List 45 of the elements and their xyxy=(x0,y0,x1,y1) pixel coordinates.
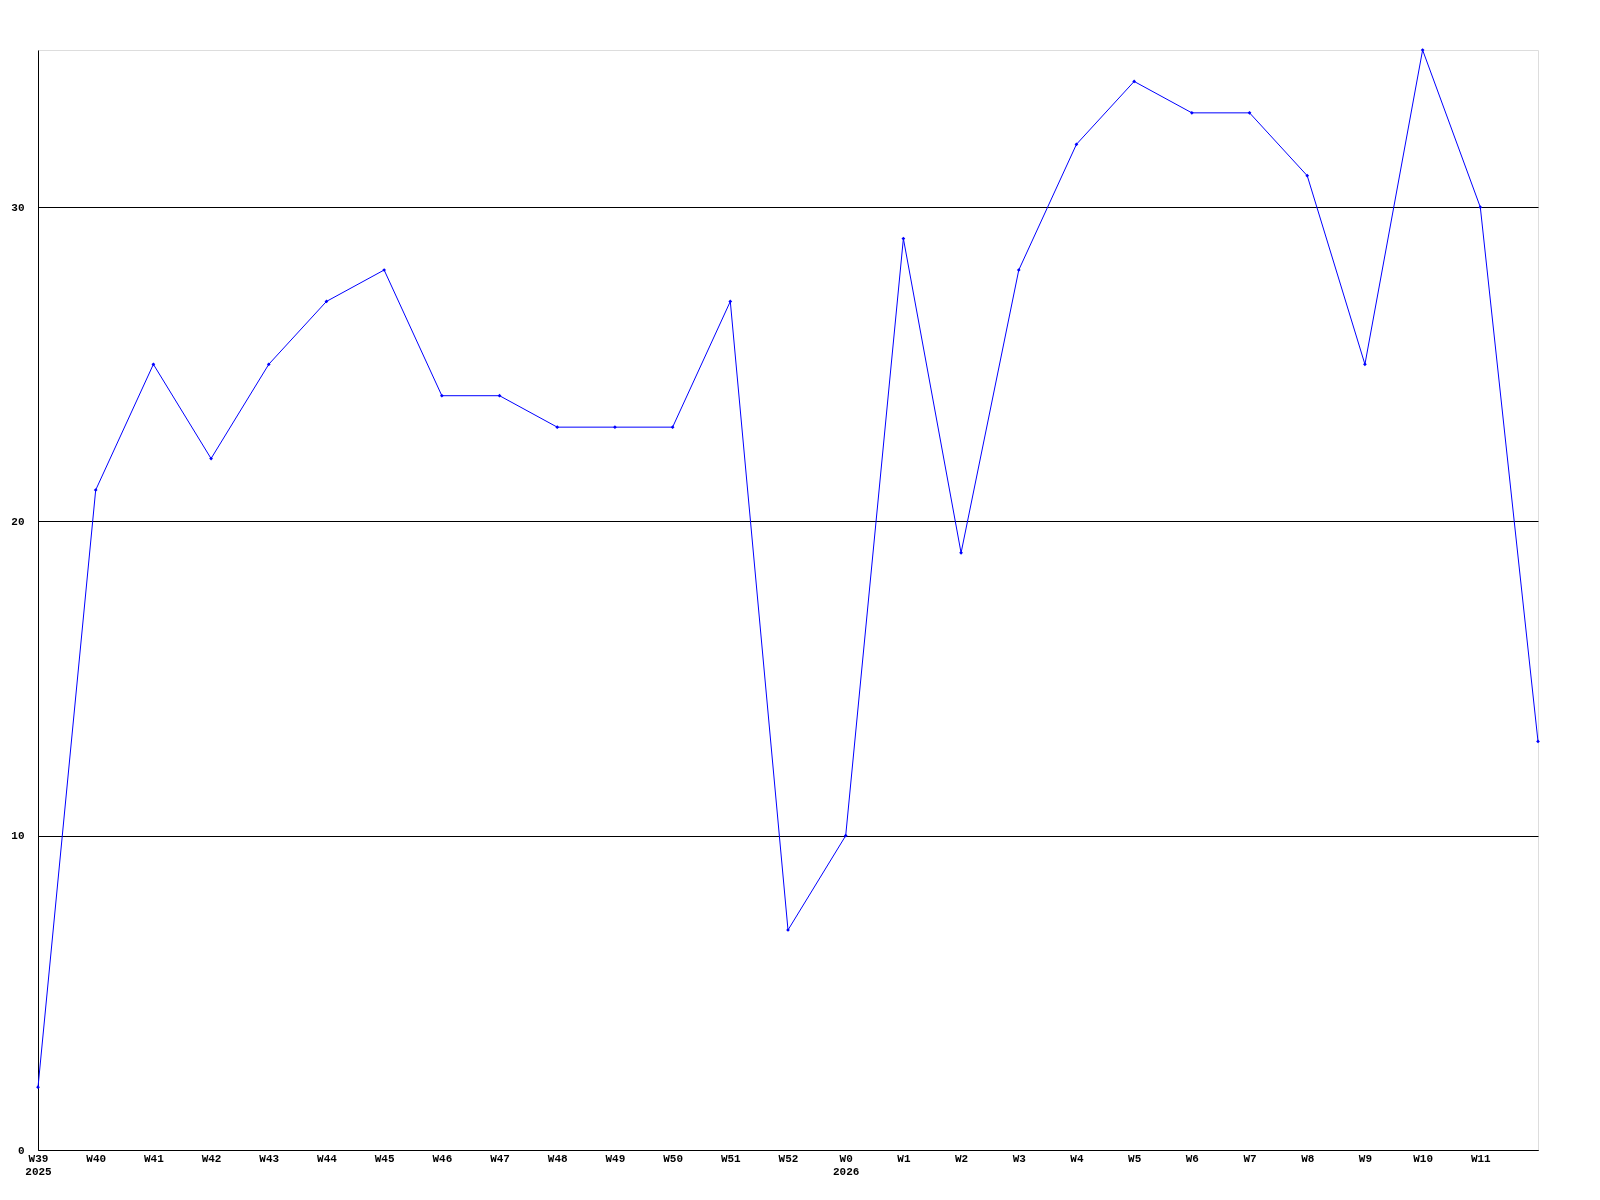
point xyxy=(1478,205,1483,210)
y-tick-label: 10 xyxy=(11,830,25,843)
x-tick-label: W44 xyxy=(317,1152,338,1165)
point xyxy=(439,393,444,398)
x-tick-label: W2 xyxy=(954,1152,969,1165)
y-tick-label: 0 xyxy=(17,1144,25,1157)
x-tick-label: W9 xyxy=(1358,1152,1373,1165)
x-tick-label: W39 2025 xyxy=(25,1152,53,1178)
x-tick-label: W4 xyxy=(1070,1152,1084,1165)
x-tick-label: W1 xyxy=(897,1152,911,1165)
x-tick-label: W49 xyxy=(605,1152,626,1165)
x-tick-label: W46 xyxy=(432,1152,453,1165)
point xyxy=(1536,739,1540,744)
x-tick-label: W10 xyxy=(1413,1152,1434,1165)
point xyxy=(497,393,502,398)
point xyxy=(1420,48,1425,52)
point xyxy=(1132,79,1137,84)
point xyxy=(382,268,387,272)
x-tick-label: W41 xyxy=(143,1152,165,1165)
x-tick-label: W47 xyxy=(490,1152,510,1165)
point xyxy=(1363,362,1367,367)
x-tick-label: W0 2026 xyxy=(832,1152,860,1178)
x-tick-label: W52 xyxy=(778,1152,799,1165)
x-tick-label: W50 xyxy=(663,1152,684,1165)
x-tick-label: W8 xyxy=(1301,1152,1315,1165)
point xyxy=(1074,142,1079,147)
point xyxy=(670,425,675,430)
point xyxy=(1016,268,1021,272)
x-tick-label: W6 xyxy=(1185,1152,1199,1165)
x-tick-label: W7 xyxy=(1243,1152,1257,1165)
x-tick-label: W45 xyxy=(374,1152,395,1165)
x-tick-label: W42 xyxy=(201,1152,222,1165)
x-tick-label: W5 xyxy=(1128,1152,1142,1165)
x-tick-label: W51 xyxy=(720,1152,742,1165)
x-tick-label: W40 xyxy=(86,1152,107,1165)
point xyxy=(36,1085,40,1090)
point xyxy=(1247,110,1252,115)
point xyxy=(209,456,213,461)
y-tick-label: 30 xyxy=(11,201,25,214)
x-tick-label: W48 xyxy=(547,1152,569,1165)
x-tick-label: W3 xyxy=(1012,1152,1027,1165)
y-tick-label: 20 xyxy=(11,515,25,528)
point xyxy=(93,488,98,492)
x-tick-label: W43 xyxy=(259,1152,280,1165)
x-tick-label: W11 xyxy=(1470,1152,1492,1165)
